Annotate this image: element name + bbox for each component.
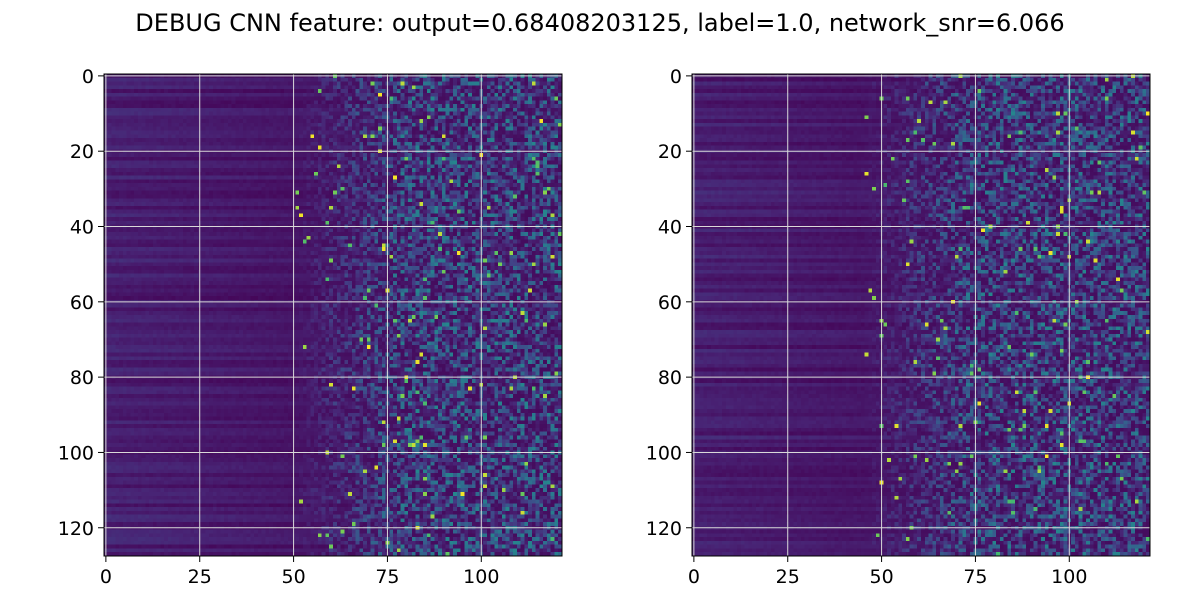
y-tick-label: 60 <box>658 292 682 314</box>
x-tick-label: 100 <box>463 566 499 588</box>
y-tick-label: 40 <box>658 217 682 239</box>
x-tick-label: 25 <box>776 566 800 588</box>
figure-title: DEBUG CNN feature: output=0.68408203125,… <box>135 9 1064 37</box>
y-tick-label: 0 <box>670 66 682 88</box>
y-tick-label: 80 <box>70 367 94 389</box>
heatmap-right: 0 25 50 75 100 0 20 40 60 80 100 120 <box>646 66 1151 588</box>
axes-frame <box>691 73 1151 557</box>
y-tick-label: 100 <box>646 442 682 464</box>
y-tick-label: 0 <box>82 66 94 88</box>
heatmap-cells <box>104 74 562 556</box>
axes-frame <box>103 73 563 557</box>
x-tick-label: 0 <box>688 566 700 588</box>
x-tick-label: 50 <box>869 566 893 588</box>
x-tick-label: 25 <box>188 566 212 588</box>
y-tick-label: 20 <box>70 141 94 163</box>
x-tick-label: 100 <box>1051 566 1087 588</box>
x-tick-label: 75 <box>963 566 987 588</box>
y-tick-label: 40 <box>70 217 94 239</box>
y-tick-label: 120 <box>646 518 682 540</box>
x-tick-label: 75 <box>375 566 399 588</box>
heatmap-left: 0 25 50 75 100 0 20 40 60 80 100 120 <box>58 66 563 588</box>
x-tick-label: 0 <box>100 566 112 588</box>
x-tick-label: 50 <box>281 566 305 588</box>
y-tick-label: 80 <box>658 367 682 389</box>
y-tick-label: 100 <box>58 442 94 464</box>
y-tick-label: 20 <box>658 141 682 163</box>
y-tick-label: 60 <box>70 292 94 314</box>
heatmap-cells <box>692 74 1150 556</box>
y-tick-label: 120 <box>58 518 94 540</box>
